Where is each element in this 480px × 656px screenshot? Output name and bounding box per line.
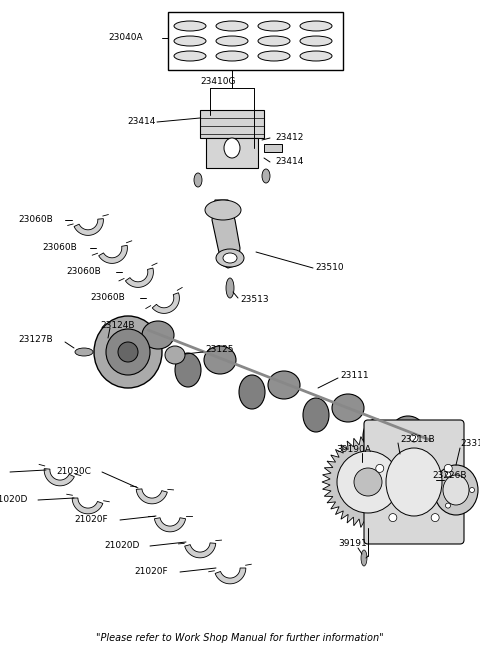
Text: 21030C: 21030C [56,468,91,476]
Polygon shape [44,468,74,486]
Text: "Please refer to Work Shop Manual for further information": "Please refer to Work Shop Manual for fu… [96,633,384,643]
Text: 23412: 23412 [275,134,303,142]
Text: 23124B: 23124B [100,321,134,329]
Ellipse shape [337,451,399,513]
Ellipse shape [258,21,290,31]
Polygon shape [155,518,186,532]
Bar [200,110,264,138]
Polygon shape [72,498,103,514]
Text: 21020D: 21020D [0,495,27,504]
Text: 23510: 23510 [315,264,344,272]
Ellipse shape [392,416,424,444]
Text: 21020D: 21020D [104,541,139,550]
Text: 23414: 23414 [128,117,156,127]
Text: 23060B: 23060B [90,293,125,302]
Text: 23125: 23125 [205,346,233,354]
Text: 23513: 23513 [240,295,269,304]
Ellipse shape [165,346,185,364]
Ellipse shape [303,398,329,432]
Text: 23311B: 23311B [460,440,480,449]
Ellipse shape [386,448,442,516]
Polygon shape [74,218,103,236]
Polygon shape [136,489,168,504]
Ellipse shape [174,51,206,61]
Ellipse shape [216,249,244,267]
Ellipse shape [300,51,332,61]
Polygon shape [152,293,180,314]
Ellipse shape [300,21,332,31]
Ellipse shape [216,21,248,31]
Ellipse shape [410,434,418,442]
Text: 23060B: 23060B [42,243,77,253]
Ellipse shape [216,51,248,61]
Text: 23226B: 23226B [432,470,467,480]
Ellipse shape [445,472,451,477]
Ellipse shape [332,394,364,422]
Ellipse shape [204,346,236,374]
Ellipse shape [174,36,206,46]
Text: 23211B: 23211B [400,436,434,445]
Text: 39191: 39191 [338,539,367,548]
Ellipse shape [469,487,475,493]
Ellipse shape [262,169,270,183]
Ellipse shape [118,342,138,362]
Ellipse shape [258,51,290,61]
Text: 23040A: 23040A [108,33,143,43]
Bar [168,12,343,70]
Polygon shape [215,568,246,584]
Ellipse shape [445,503,451,508]
Ellipse shape [106,329,150,375]
Ellipse shape [431,514,439,522]
Ellipse shape [224,138,240,158]
Ellipse shape [363,419,389,453]
Text: 23127B: 23127B [18,335,53,344]
Text: 21020F: 21020F [74,516,108,525]
Polygon shape [212,200,240,268]
Ellipse shape [223,253,237,263]
Ellipse shape [300,36,332,46]
Text: 23111: 23111 [340,371,369,380]
Ellipse shape [354,468,382,496]
Text: 23060B: 23060B [18,216,53,224]
Polygon shape [125,268,154,287]
Ellipse shape [216,36,248,46]
Bar [206,138,258,168]
Ellipse shape [205,200,241,220]
Ellipse shape [258,36,290,46]
Text: 21020F: 21020F [134,567,168,577]
Ellipse shape [94,316,162,388]
Polygon shape [185,543,216,558]
Text: 23410G: 23410G [200,77,236,87]
Ellipse shape [194,173,202,187]
Ellipse shape [142,321,174,349]
Text: 23414: 23414 [275,157,303,167]
Ellipse shape [226,278,234,298]
FancyBboxPatch shape [364,420,464,544]
Ellipse shape [434,465,478,515]
Text: 39190A: 39190A [336,445,371,455]
Ellipse shape [75,348,93,356]
Polygon shape [99,245,127,264]
Ellipse shape [361,550,367,566]
Text: 23060B: 23060B [66,268,101,276]
Ellipse shape [175,353,201,387]
Ellipse shape [389,514,397,522]
Ellipse shape [443,475,469,505]
Ellipse shape [174,21,206,31]
Ellipse shape [268,371,300,399]
Ellipse shape [376,464,384,472]
Ellipse shape [444,464,452,472]
Polygon shape [322,436,414,528]
Bar [264,144,282,152]
Ellipse shape [239,375,265,409]
